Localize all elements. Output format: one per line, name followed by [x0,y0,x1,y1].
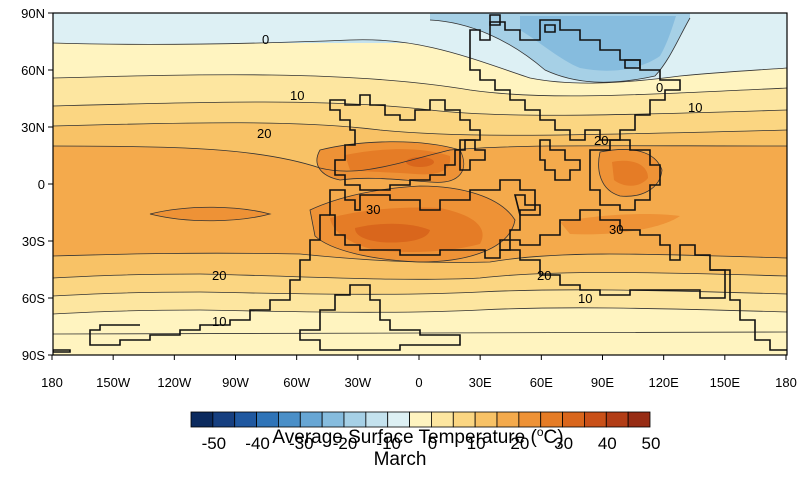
title-main: Average Surface Temperature ( [272,427,537,448]
colorbar-swatch [605,411,629,428]
field-band-siberian-coldest [520,16,676,71]
title-main-end: C) [544,427,564,448]
map-panel: 0 0 10 10 10 10 20 20 20 20 30 30 [53,13,787,355]
contour-label: 10 [212,314,226,329]
lon-tick-label: 150E [710,375,741,390]
colorbar [190,411,651,428]
colorbar-label: 0 [428,434,437,453]
hotspot-east-continent-core [612,160,648,186]
colorbar-label: 10 [467,434,486,453]
latitude-axis: 90N 60N 30N 0 30S 60S 90S [21,6,53,363]
contour-label: 0 [262,32,269,47]
contour-label: 0 [656,80,663,95]
contour-label: 20 [212,268,226,283]
contour-label: 10 [290,88,304,103]
colorbar-swatch [212,411,236,428]
colorbar-swatch [409,411,432,428]
title-degree-sup: o [537,425,544,439]
lat-tick-label: 90N [21,6,45,21]
hotspot-north-africa-peak [406,157,434,167]
hotspot-north-africa-core [345,149,451,175]
lon-tick-label: 30E [469,375,492,390]
lat-tick-label: 90S [22,348,45,363]
colorbar-swatch [627,411,651,428]
chart-title: Average Surface Temperature (oC) [272,425,563,448]
colorbar-swatch [540,411,563,428]
colorbar-swatch [562,411,585,428]
colorbar-label: -40 [245,434,270,453]
lon-tick-label: 150W [96,375,131,390]
colorbar-label: -20 [333,434,358,453]
hotspot-west-ocean [150,207,270,221]
colorbar-label: -50 [202,434,227,453]
lat-tick-label: 30S [22,234,45,249]
lat-tick-label: 0 [38,177,45,192]
contour-labels: 0 0 10 10 10 10 20 20 20 20 30 30 [212,32,702,329]
chart-subtitle-month: March [374,449,427,470]
hotspot-southern-continent-peak [355,223,430,243]
lon-tick-label: 60E [530,375,553,390]
colorbar-label: 30 [554,434,573,453]
colorbar-label: 50 [642,434,661,453]
colorbar-swatch [387,411,410,428]
colorbar-labels: -50 -40 -30 -20 -10 0 10 20 30 40 50 [202,434,661,453]
colorbar-swatch [190,411,214,428]
colorbar-swatch [584,411,607,428]
colorbar-swatch [496,411,520,428]
colorbar-swatch [299,411,323,428]
colorbar-swatch [452,411,476,428]
longitude-axis: 180 150W 120W 90W 60W 30W 0 30E 60E 90E 120E 150E 18… [41,355,797,390]
contour-label: 20 [537,268,551,283]
colorbar-label: -30 [289,434,314,453]
colorbar-swatch [278,411,301,428]
lon-tick-label: 0 [415,375,422,390]
colorbar-swatch [474,411,498,428]
colorbar-swatch [343,411,367,428]
lat-tick-label: 30N [21,120,45,135]
contour-label: 20 [594,133,608,148]
colorbar-swatch [234,411,257,428]
contour-label: 30 [366,202,380,217]
lon-tick-label: 90W [222,375,249,390]
lat-tick-label: 60N [21,63,45,78]
lon-tick-label: 90E [591,375,614,390]
lon-tick-label: 60W [283,375,310,390]
contour-label: 20 [257,126,271,141]
colorbar-swatch [321,411,345,428]
contour-label: 10 [578,291,592,306]
lon-tick-label: 180 [775,375,797,390]
colorbar-swatch [431,411,454,428]
lon-tick-label: 180 [41,375,63,390]
colorbar-swatch [365,411,389,428]
colorbar-swatch [256,411,279,428]
colorbar-label: 40 [598,434,617,453]
lon-tick-label: 30W [344,375,371,390]
lon-tick-label: 120E [648,375,679,390]
colorbar-label: 20 [510,434,529,453]
continent-outlines [53,14,787,353]
contour-label: 10 [688,100,702,115]
lon-tick-label: 120W [157,375,192,390]
colorbar-label: -10 [376,434,401,453]
contour-label: 30 [609,222,623,237]
lat-tick-label: 60S [22,291,45,306]
